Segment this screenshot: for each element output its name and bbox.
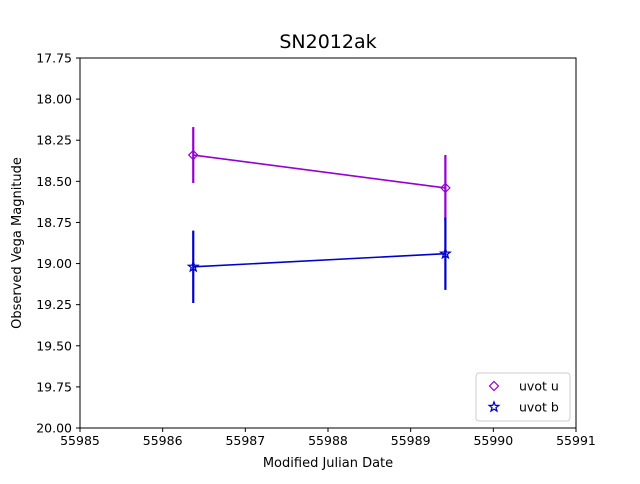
y-tick-label-8: 19.75 (36, 379, 72, 394)
data-point-1-1 (438, 246, 452, 260)
x-axis-label: Modified Julian Date (263, 456, 393, 471)
y-tick-label-3: 18.50 (36, 174, 72, 189)
x-tick-label-5: 55990 (473, 433, 513, 448)
y-tick-label-4: 18.75 (36, 215, 72, 230)
data-point-0-1 (440, 182, 451, 194)
legend-label-1: uvot b (519, 400, 559, 415)
legend-box (475, 372, 571, 422)
y-tick-label-7: 19.50 (36, 338, 72, 353)
y-tick-label-2: 18.25 (36, 133, 72, 148)
x-tick-label-1: 55986 (143, 433, 183, 448)
chart-title: SN2012ak (279, 31, 376, 53)
y-tick-label-5: 19.00 (36, 256, 72, 271)
series-line-0 (193, 154, 446, 189)
y-tick-label-6: 19.25 (36, 297, 72, 312)
y-tick-label-0: 17.75 (36, 51, 72, 66)
y-axis-label: Observed Vega Magnitude (10, 157, 25, 329)
data-point-0-0 (187, 149, 199, 161)
y-tick-label-1: 18.00 (36, 92, 72, 107)
x-tick-label-0: 55985 (60, 433, 100, 448)
legend-marker-0 (488, 380, 500, 392)
y-tick-label-9: 20.00 (36, 421, 72, 436)
data-point-1-0 (186, 259, 200, 273)
x-tick-label-4: 55989 (391, 433, 431, 448)
legend: uvot u uvot b (475, 372, 571, 422)
series-line-1 (193, 252, 446, 268)
x-tick-label-2: 55987 (225, 433, 265, 448)
plot-area: 55985 55986 55987 55988 55989 55990 55991 17.75… (36, 51, 596, 449)
legend-marker-1 (487, 400, 501, 413)
x-tick-label-6: 55991 (556, 433, 596, 448)
legend-label-0: uvot u (519, 379, 559, 394)
x-tick-label-3: 55988 (308, 433, 348, 448)
